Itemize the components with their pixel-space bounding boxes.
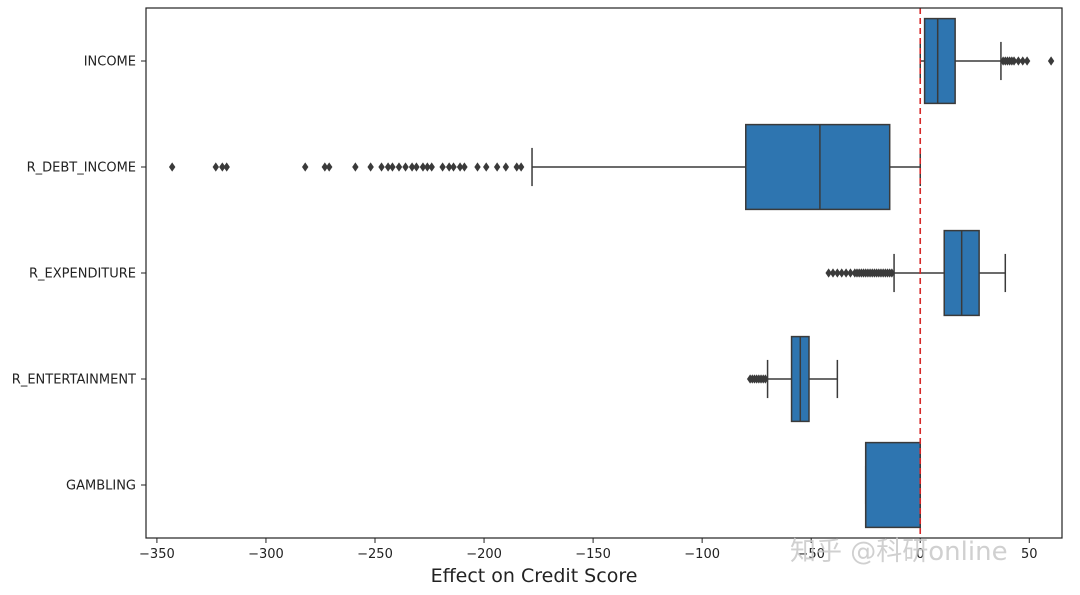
outlier-point (456, 162, 464, 172)
box-r-debt-income (168, 123, 921, 211)
box-gambling (864, 441, 921, 529)
outlier-point (450, 162, 457, 172)
watermark-text: 知乎 @科研online (790, 537, 1008, 567)
outlier-point (888, 268, 896, 278)
outlier-point (838, 268, 845, 278)
outlier-point (445, 162, 453, 172)
outlier-point (389, 162, 396, 172)
outlier-point (378, 162, 385, 172)
x-tick-label: −150 (575, 547, 611, 562)
outlier-point (517, 162, 525, 172)
x-tick-label: −100 (684, 547, 720, 562)
outlier-point (461, 162, 468, 172)
outlier-point (367, 162, 374, 172)
y-tick-label: INCOME (84, 55, 136, 70)
y-tick-label: R_ENTERTAINMENT (12, 373, 136, 388)
outlier-point (842, 268, 850, 278)
outlier-point (825, 268, 832, 278)
outlier-point (1015, 56, 1022, 66)
y-tick-label: R_EXPENDITURE (29, 267, 136, 282)
outlier-point (424, 162, 431, 172)
x-axis-label: Effect on Credit Score (431, 565, 638, 587)
outlier-point (219, 162, 226, 172)
x-tick-label: −350 (139, 547, 175, 562)
iqr-box (745, 123, 891, 211)
outlier-point (408, 162, 416, 172)
outlier-point (1010, 56, 1018, 66)
outlier-point (439, 162, 446, 172)
outlier-point (502, 162, 510, 172)
y-tick-label: GAMBLING (66, 479, 136, 494)
x-tick-label: −50 (797, 547, 824, 562)
x-tick-label: −200 (466, 547, 502, 562)
outlier-point (223, 162, 230, 172)
outlier-point (762, 374, 769, 384)
outlier-point (493, 162, 501, 172)
outlier-point (384, 162, 392, 172)
outlier-point (1019, 56, 1026, 66)
outlier-point (402, 162, 409, 172)
outlier-point (834, 268, 841, 278)
box-r-entertainment (746, 335, 839, 423)
x-tick-label: −300 (248, 547, 284, 562)
outlier-point (168, 162, 176, 172)
outlier-point (428, 162, 435, 172)
outlier-point (1023, 56, 1031, 66)
box-r-expenditure (825, 229, 1007, 317)
plot-marks (168, 8, 1055, 538)
x-tick-label: 0 (916, 547, 924, 562)
x-tick-label: −250 (357, 547, 393, 562)
outlier-point (212, 162, 219, 172)
outlier-point (395, 162, 403, 172)
outlier-point (474, 162, 481, 172)
outlier-point (326, 162, 333, 172)
outlier-point (302, 162, 309, 172)
iqr-box (923, 17, 956, 105)
outlier-point (419, 162, 427, 172)
outlier-point (321, 162, 329, 172)
outlier-point (483, 162, 490, 172)
y-axis: INCOME R_DEBT_INCOME R_EXPENDITURE R_ENTERT… (12, 55, 146, 494)
outlier-point (829, 268, 837, 278)
y-tick-label: R_DEBT_INCOME (27, 161, 136, 176)
iqr-box (864, 441, 921, 529)
outlier-point (513, 162, 520, 172)
x-tick-label: 50 (1021, 547, 1038, 562)
outlier-point (1047, 56, 1055, 66)
outlier-point (413, 162, 420, 172)
outlier-point (352, 162, 359, 172)
x-axis: −350 −300 −250 −200 −150 −100 −50 0 50 (139, 538, 1038, 562)
box-income (919, 17, 1055, 105)
outlier-point (847, 268, 854, 278)
